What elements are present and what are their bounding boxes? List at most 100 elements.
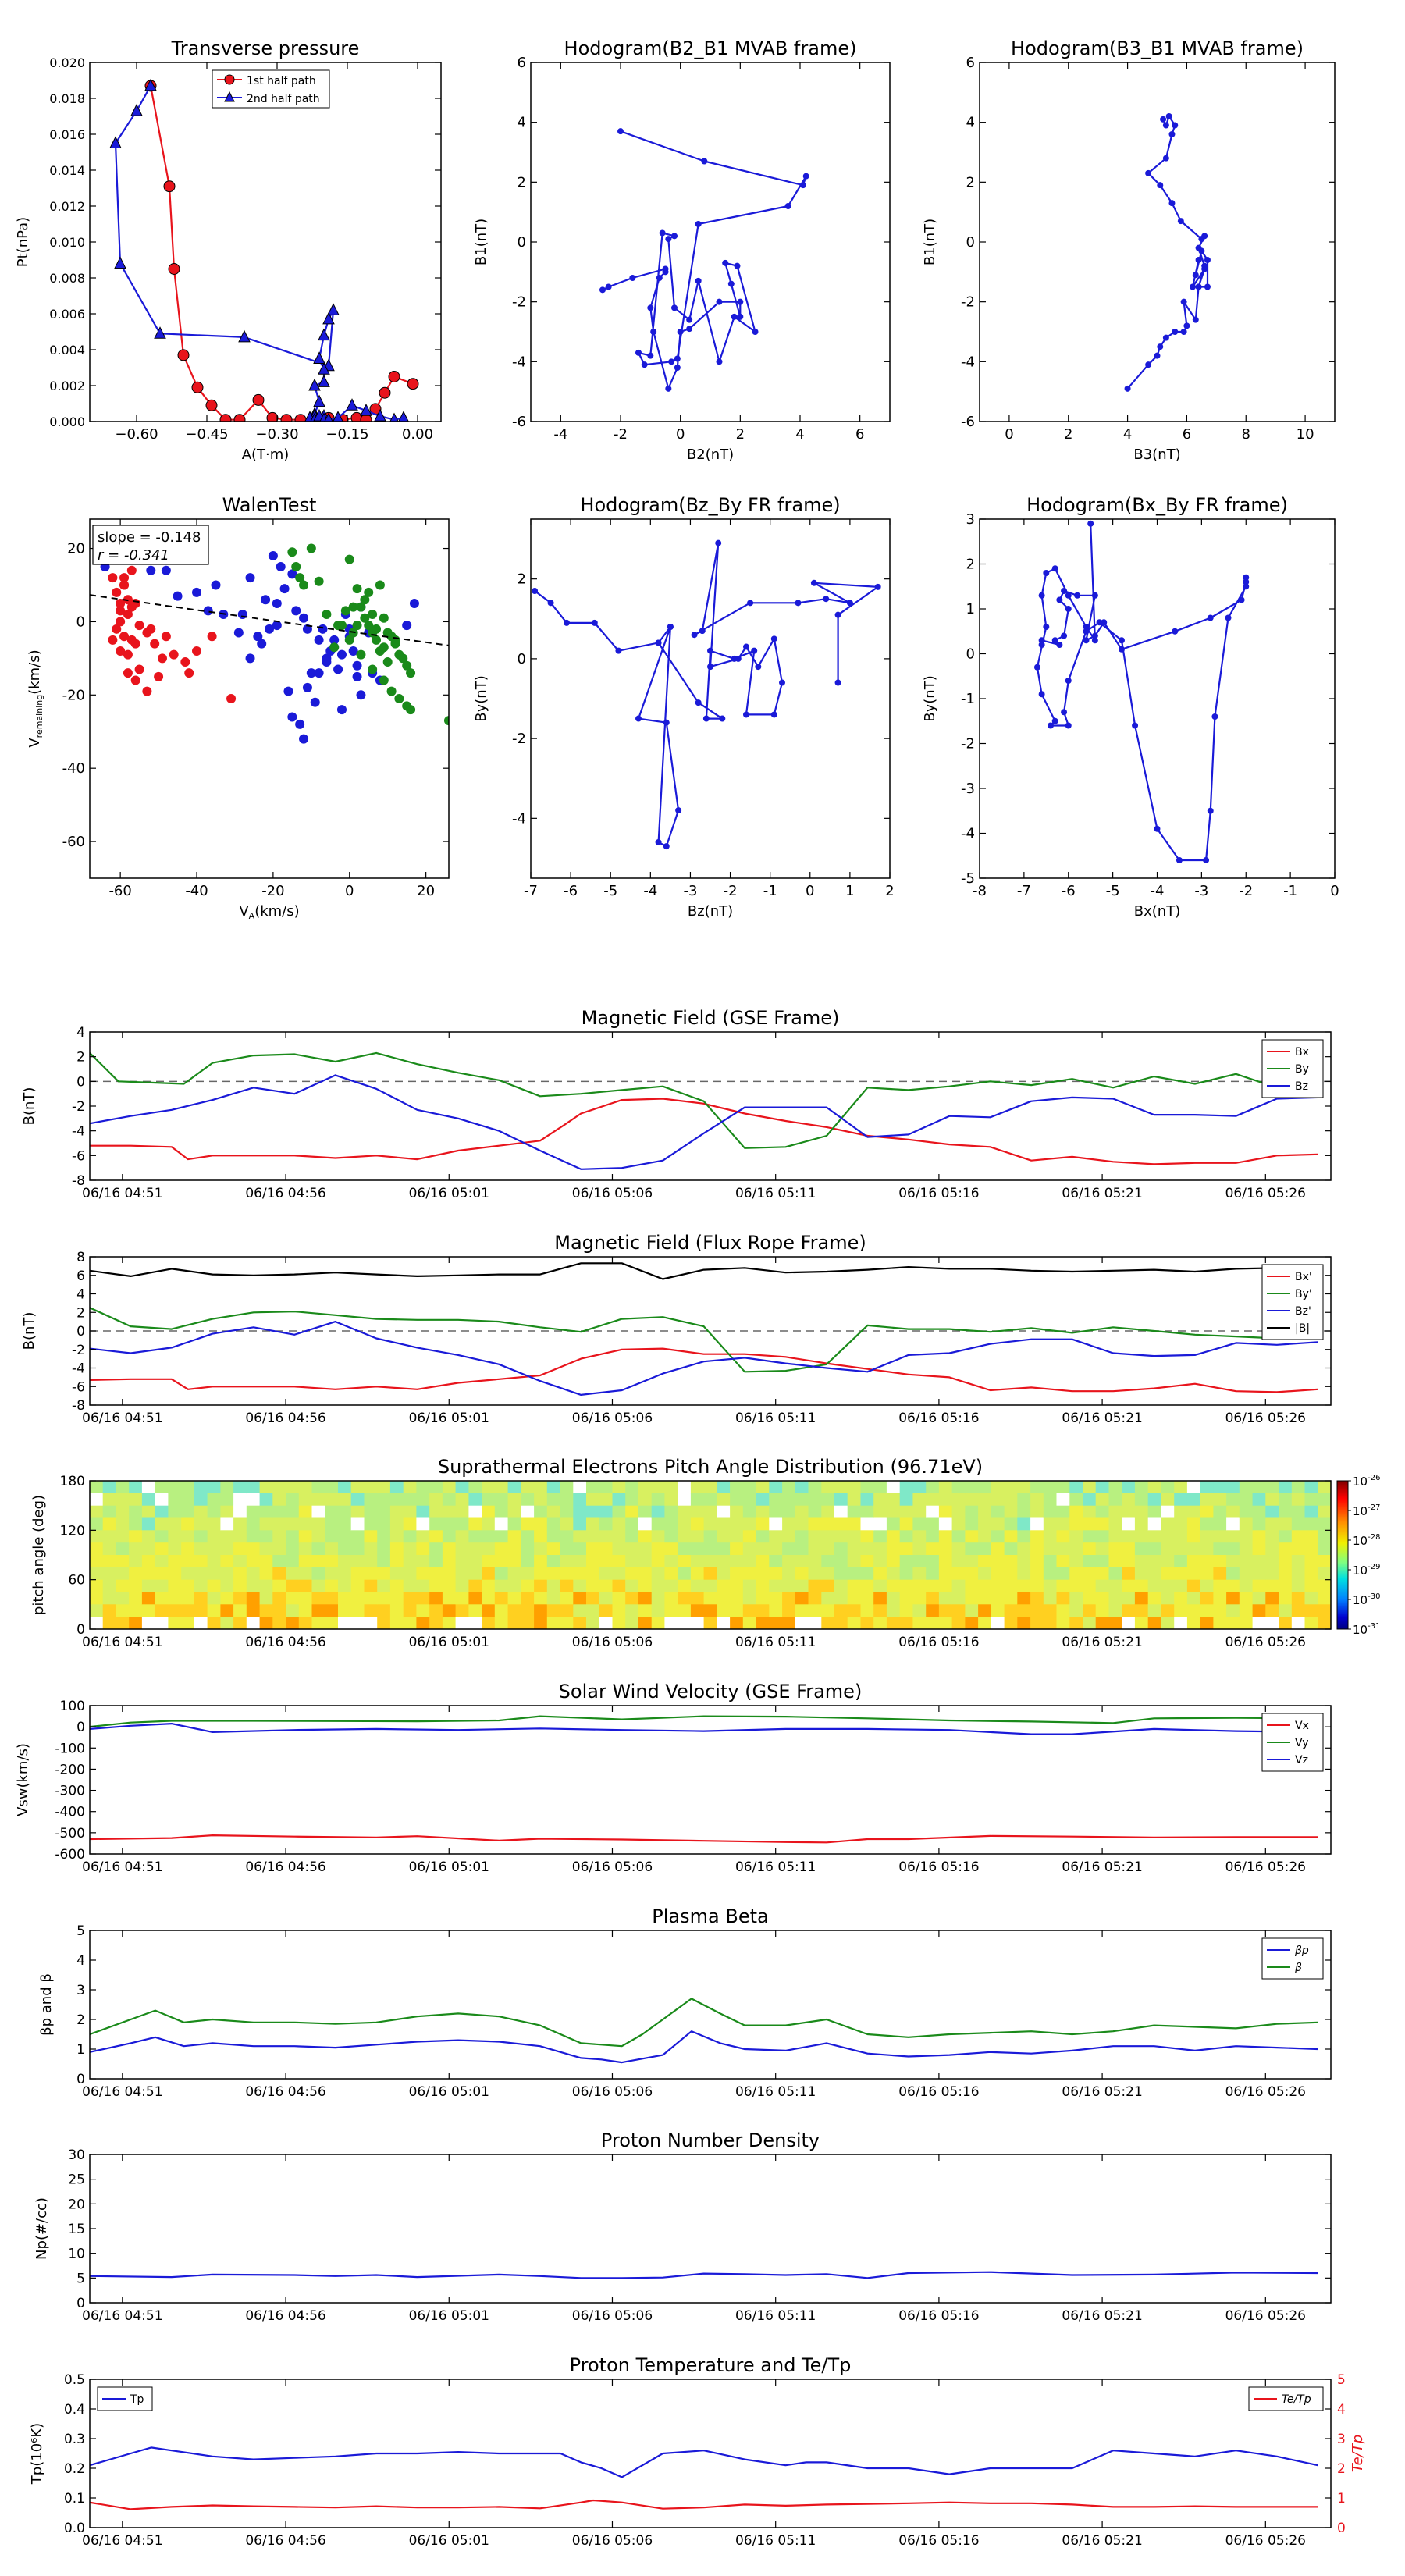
hodogram_b3_b1-frame xyxy=(979,62,1336,422)
density-xtick-label: 06/16 04:56 xyxy=(245,2308,325,2324)
walen_test-point-group1 xyxy=(226,694,237,703)
pad-cell xyxy=(1239,1542,1254,1556)
pad-cell xyxy=(1161,1567,1175,1581)
walen_test-point-group2 xyxy=(211,580,221,590)
pad-cell xyxy=(899,1555,913,1568)
pad-cell xyxy=(455,1505,469,1519)
transverse_pressure-point-1st xyxy=(219,414,232,422)
pad-cell xyxy=(1200,1604,1214,1617)
pad-cell xyxy=(573,1542,587,1556)
pad-cell xyxy=(1017,1555,1031,1568)
pad-cell xyxy=(1318,1555,1331,1568)
hodogram_bx_by-point xyxy=(1065,606,1072,612)
walen_test-xtick-label: -40 xyxy=(185,883,208,899)
pad-cell xyxy=(429,1493,443,1507)
hodogram_bx_by-xtick-label: -6 xyxy=(1062,883,1076,899)
pad-cell xyxy=(1004,1555,1018,1568)
pad-cell xyxy=(102,1604,116,1617)
pad-cell xyxy=(455,1604,469,1617)
pad-cell xyxy=(1226,1555,1240,1568)
pad-cell xyxy=(1265,1530,1279,1543)
transverse_pressure-plot xyxy=(109,78,419,422)
pad-cell xyxy=(494,1517,509,1531)
pad-cell xyxy=(1265,1604,1279,1617)
pad-cell xyxy=(1200,1505,1214,1519)
walen_test-point-group1 xyxy=(130,598,140,608)
hodogram_bx_by-point xyxy=(1225,614,1232,621)
pad-cell xyxy=(638,1493,653,1507)
pad-cell xyxy=(586,1555,600,1568)
pad-cell xyxy=(220,1567,234,1581)
hodogram_bz_by-path xyxy=(534,542,879,848)
pad-cell xyxy=(965,1542,979,1556)
pad-cell xyxy=(1147,1493,1161,1507)
pad-cell xyxy=(286,1617,300,1629)
beta-legend-label: β xyxy=(1294,1962,1302,1974)
pad-cell xyxy=(1318,1542,1331,1556)
pad-cell xyxy=(1030,1530,1044,1543)
pad-cell xyxy=(1004,1579,1018,1593)
pad-ytick-label: 120 xyxy=(60,1523,85,1539)
walen_test-point-group1 xyxy=(192,646,202,656)
pad-cell xyxy=(259,1505,273,1519)
pad-cell xyxy=(272,1481,286,1494)
pad-cell xyxy=(599,1617,613,1629)
pad-cell xyxy=(1226,1592,1240,1605)
pad-cell xyxy=(246,1567,261,1581)
transverse_pressure-point-1st xyxy=(163,180,176,193)
pad-cell xyxy=(1186,1481,1201,1494)
pad-cell xyxy=(102,1592,116,1605)
pad-cell xyxy=(181,1567,195,1581)
pad-cell xyxy=(938,1592,953,1605)
pad-cell xyxy=(286,1517,300,1531)
walen_test-xtick-label: -20 xyxy=(261,883,284,899)
pad-cell xyxy=(586,1567,600,1581)
pad-cell xyxy=(534,1617,548,1629)
transverse_pressure-xtick-label: −0.60 xyxy=(115,426,158,443)
pad-cell xyxy=(350,1530,365,1543)
pad-cell xyxy=(325,1555,339,1568)
pad-cell xyxy=(1017,1604,1031,1617)
hodogram_b3_b1-xtick-label: 8 xyxy=(1242,426,1250,443)
beta-xtick-label: 06/16 05:01 xyxy=(409,2084,489,2100)
pad-cell xyxy=(690,1481,705,1494)
hodogram_bz_by-point xyxy=(702,715,710,722)
density-xtick-label: 06/16 05:06 xyxy=(572,2308,653,2324)
pad-cell xyxy=(912,1517,927,1531)
hodogram_bx_by-point xyxy=(1051,565,1058,572)
pad-cell xyxy=(155,1555,169,1568)
pad-cell xyxy=(546,1555,561,1568)
pad-cell xyxy=(847,1530,861,1543)
pad-cell xyxy=(1265,1592,1279,1605)
mag_fr-plot xyxy=(90,1262,1331,1397)
pad-cell xyxy=(938,1530,953,1543)
pad-cell xyxy=(521,1555,535,1568)
transverse_pressure-point-1st xyxy=(266,411,279,422)
walen_test-point-group2 xyxy=(322,657,332,667)
pad-cell xyxy=(795,1567,809,1581)
pad-cell xyxy=(416,1579,430,1593)
pad-cell xyxy=(690,1505,705,1519)
pad-cell xyxy=(272,1592,286,1605)
pad-cell xyxy=(717,1592,731,1605)
pad-cell xyxy=(782,1505,796,1519)
hodogram_b2_b1-point xyxy=(659,229,666,237)
pad-cell xyxy=(899,1481,913,1494)
pad-cell xyxy=(612,1579,626,1593)
hodogram_bx_by-point xyxy=(1207,614,1214,621)
transverse_pressure-title: Transverse pressure xyxy=(171,37,360,59)
hodogram_b2_b1-point xyxy=(656,275,663,281)
transverse_pressure-point-2nd xyxy=(313,394,325,407)
pad-cell xyxy=(651,1592,665,1605)
hodogram_bx_by-title: Hodogram(Bx_By FR frame) xyxy=(1026,494,1288,516)
pad-cell xyxy=(90,1567,104,1581)
pad-cell xyxy=(534,1604,548,1617)
pad-cell xyxy=(1017,1617,1031,1629)
pad-cell xyxy=(1200,1493,1214,1507)
pad-cell xyxy=(389,1567,404,1581)
vsw-series-Vy xyxy=(90,1715,1318,1728)
pad-cell xyxy=(978,1505,992,1519)
hodogram_bz_by-frame xyxy=(530,518,891,879)
pad-cell xyxy=(1252,1604,1266,1617)
